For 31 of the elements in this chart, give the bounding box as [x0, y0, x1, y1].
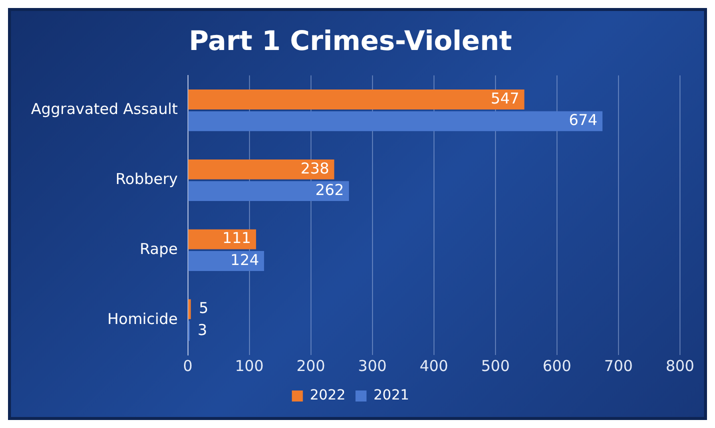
- legend-label: 2022: [310, 388, 346, 404]
- chart-title: Part 1 Crimes-Violent: [188, 26, 512, 58]
- data-label: 5: [198, 299, 208, 318]
- bar: [188, 251, 264, 271]
- x-tick-label: 500: [481, 356, 510, 375]
- y-tick-label: Aggravated Assault: [30, 100, 178, 118]
- x-tick-label: 600: [542, 356, 572, 375]
- x-tick-label: 700: [604, 356, 633, 375]
- bar: [188, 111, 602, 132]
- x-tick-label: 300: [358, 356, 387, 375]
- data-label: 111: [222, 229, 252, 248]
- data-label: 124: [230, 250, 260, 269]
- y-tick-label: Homicide: [107, 310, 178, 328]
- y-tick-label: Rape: [140, 240, 178, 258]
- x-tick-label: 0: [182, 356, 193, 375]
- bar: [188, 181, 349, 202]
- legend-label: 2021: [374, 388, 410, 404]
- data-label: 547: [490, 89, 520, 108]
- data-label: 3: [198, 320, 208, 339]
- x-tick-label: 100: [234, 356, 264, 375]
- data-label: 262: [315, 180, 344, 199]
- bar: [188, 159, 334, 180]
- x-tick-label: 400: [420, 356, 448, 375]
- bar: [188, 299, 191, 320]
- x-tick-label: 800: [666, 356, 694, 375]
- bar: [188, 90, 524, 110]
- y-tick-label: Robbery: [116, 170, 178, 188]
- data-label: 674: [568, 111, 598, 130]
- data-label: 238: [300, 159, 330, 178]
- bar: [188, 229, 256, 250]
- x-tick-label: 200: [296, 356, 326, 375]
